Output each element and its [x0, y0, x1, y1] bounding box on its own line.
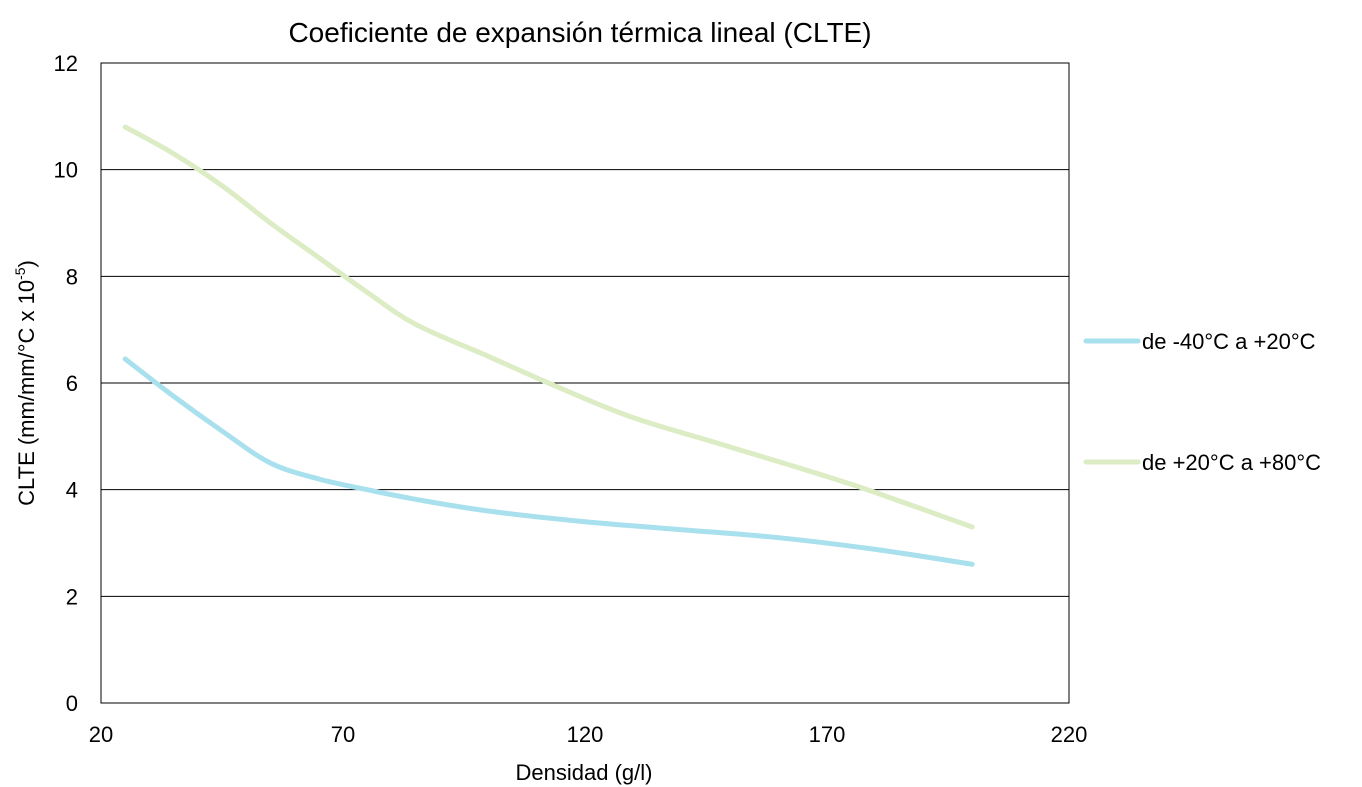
y-tick-label: 10: [54, 158, 78, 183]
x-tick-label: 20: [89, 722, 113, 747]
y-axis-label-main: CLTE (mm/mm/°C x 10: [14, 280, 39, 506]
x-axis-label: Densidad (g/l): [516, 760, 653, 785]
y-tick-label: 8: [66, 264, 78, 289]
y-axis-label-suffix: ): [14, 260, 39, 267]
gridlines: [101, 169, 1069, 597]
x-tick-label: 120: [567, 722, 604, 747]
y-tick-label: 6: [66, 371, 78, 396]
y-axis-label-exponent: -5: [12, 267, 28, 280]
y-tick-label: 4: [66, 478, 78, 503]
y-tick-label: 2: [66, 584, 78, 609]
y-tick-label: 0: [66, 691, 78, 716]
y-tick-labels: 0 2 4 6 8 10 12: [54, 51, 78, 716]
series-lines: [122, 124, 975, 567]
x-tick-label: 70: [331, 722, 355, 747]
x-tick-label: 170: [809, 722, 846, 747]
chart-title: Coeficiente de expansión térmica lineal …: [288, 17, 871, 48]
legend-label: de -40°C a +20°C: [1142, 329, 1316, 354]
series-line: [122, 124, 975, 530]
x-tick-labels: 20 70 120 170 220: [89, 722, 1088, 747]
y-tick-label: 12: [54, 51, 78, 76]
legend-label: de +20°C a +80°C: [1142, 450, 1321, 475]
series-line: [122, 356, 975, 567]
x-tick-label: 220: [1051, 722, 1088, 747]
plot-area: [100, 62, 1070, 704]
legend: de -40°C a +20°C de +20°C a +80°C: [1083, 329, 1321, 475]
y-axis-label: CLTE (mm/mm/°C x 10-5): [12, 260, 39, 506]
